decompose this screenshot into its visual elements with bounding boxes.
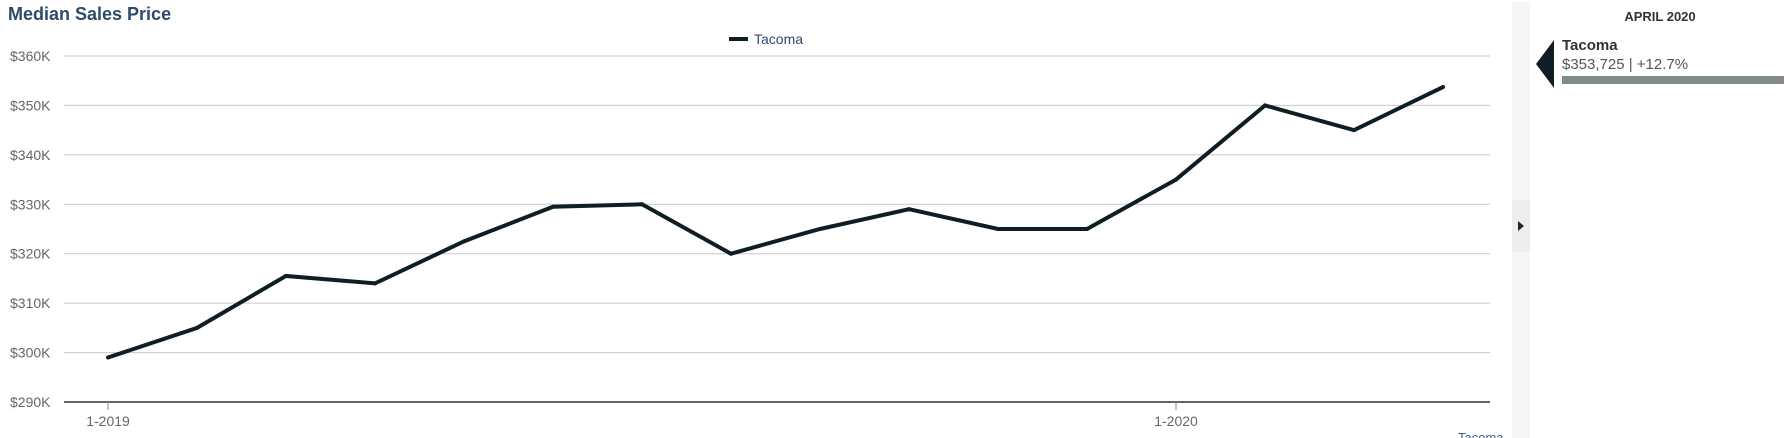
- line-chart: $290K $300K $310K $320K $330K $340K $350K $360K…: [10, 31, 1490, 429]
- panel-value-bar: [1562, 76, 1784, 84]
- data-point[interactable]: [195, 325, 199, 330]
- panel-period-label: APRIL 2020: [1624, 9, 1696, 24]
- data-point[interactable]: [462, 239, 466, 244]
- x-tick-label: 1-2019: [86, 413, 130, 429]
- y-tick-label: $330K: [10, 196, 51, 212]
- data-point[interactable]: [996, 227, 1000, 231]
- y-tick-label: $350K: [10, 97, 51, 113]
- y-tick-label: $300K: [10, 345, 51, 361]
- panel-toggle-button[interactable]: [1512, 200, 1530, 252]
- y-axis: $290K $300K $310K $320K $330K $340K $350K $360K: [10, 48, 51, 410]
- series-line: [107, 85, 1444, 360]
- panel-series-value: $353,725 | +12.7%: [1562, 56, 1689, 73]
- data-point[interactable]: [1263, 103, 1267, 108]
- y-tick-label: $320K: [10, 246, 51, 262]
- y-tick-label: $340K: [10, 147, 51, 163]
- data-point[interactable]: [729, 251, 733, 256]
- data-point[interactable]: [551, 204, 555, 209]
- data-point[interactable]: [373, 281, 377, 286]
- data-point[interactable]: [907, 207, 911, 212]
- series-layer: [106, 85, 1445, 360]
- triangle-right-icon: [1518, 221, 1524, 231]
- gridlines: [64, 55, 1490, 354]
- legend-label: Tacoma: [754, 31, 803, 47]
- data-point[interactable]: [1441, 85, 1445, 90]
- data-point[interactable]: [818, 227, 822, 231]
- data-point[interactable]: [1085, 227, 1089, 231]
- chart-title: Median Sales Price: [8, 4, 172, 24]
- y-tick-label: $310K: [10, 295, 51, 311]
- data-point[interactable]: [106, 355, 110, 360]
- y-tick-label: $290K: [10, 394, 51, 410]
- legend: Tacoma: [729, 31, 803, 47]
- panel-series-name: Tacoma: [1562, 37, 1618, 54]
- data-point[interactable]: [284, 273, 288, 278]
- x-axis: 1-2019 1-2020: [64, 401, 1490, 429]
- data-point[interactable]: [640, 202, 644, 207]
- data-point[interactable]: [1174, 177, 1178, 182]
- data-point[interactable]: [1352, 128, 1356, 133]
- y-tick-label: $360K: [10, 48, 51, 64]
- footer-series-link[interactable]: Tacoma: [1458, 430, 1504, 438]
- x-tick-label: 1-2020: [1154, 413, 1198, 429]
- triangle-left-icon: [1536, 40, 1554, 88]
